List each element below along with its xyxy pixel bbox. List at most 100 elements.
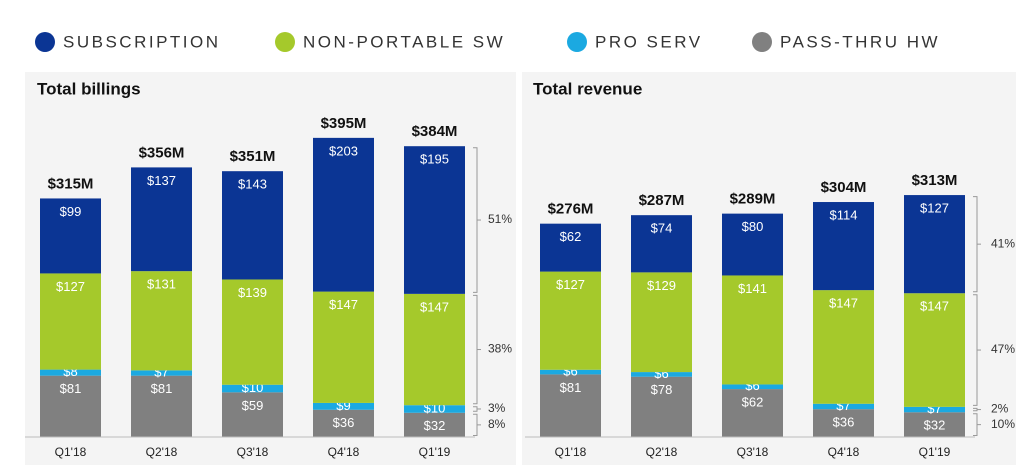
bar-segment: SUBSCRIPTION [540,223,601,272]
bar-segment [222,171,283,280]
bar-segment [313,402,374,410]
bar-segment: PASS-THRU HW [813,409,874,437]
bar-segment: PRO SERV [722,384,783,390]
segment-label: $81 [560,380,582,395]
segment-label: $81 [151,381,173,396]
total-label: $351M [230,148,276,165]
bar-segment [131,167,192,272]
x-tick-label: Q2'18 [646,445,678,459]
segment-label: $143 [238,177,267,192]
bar-segment [313,409,374,437]
bar-segment [40,273,101,370]
legend-label: PASS-THRU HW [780,32,940,51]
legend-label: PRO SERV [595,32,703,51]
x-tick-label: Q3'18 [737,445,769,459]
panel-title: Total revenue [533,79,642,98]
bar-segment: NON-PORTABLE SW [813,290,874,404]
legend-label: NON-PORTABLE SW [303,32,505,51]
x-tick-label: Q1'18 [55,445,87,459]
share-label: 51% [488,212,512,226]
segment-label: $127 [56,279,85,294]
bar-segment: NON-PORTABLE SW [631,272,692,373]
bar-segment: PRO SERV [904,406,965,413]
segment-label: $81 [60,381,82,396]
x-tick-label: Q1'19 [419,445,451,459]
share-label: 41% [991,236,1015,250]
x-tick-label: Q1'19 [919,445,951,459]
share-label: 10% [991,417,1015,431]
bar-segment: PASS-THRU HW [631,376,692,437]
segment-label: $62 [742,395,764,410]
segment-label: $147 [829,296,858,311]
share-label: 47% [991,342,1015,356]
legend-swatch [275,32,295,52]
panel-title: Total billings [37,79,141,98]
legend-swatch [35,32,55,52]
share-label: 2% [991,402,1009,416]
bar-segment: SUBSCRIPTION [904,195,965,294]
total-label: $356M [139,144,185,161]
bar-segment: NON-PORTABLE SW [722,275,783,385]
segment-label: $74 [651,221,673,236]
segment-label: $99 [60,204,82,219]
bar-segment [222,392,283,437]
segment-label: $139 [238,285,267,300]
total-label: $395M [321,115,367,132]
x-tick-label: Q2'18 [146,445,178,459]
segment-label: $78 [651,382,673,397]
segment-label: $59 [242,398,264,413]
segment-label: $129 [647,278,676,293]
segment-label: $147 [329,297,358,312]
legend-label: SUBSCRIPTION [63,32,221,51]
bar-segment [313,137,374,292]
bar-segment [131,271,192,371]
total-label: $304M [821,179,867,196]
share-label: 8% [488,417,506,431]
bar-segment: SUBSCRIPTION [631,215,692,273]
x-tick-label: Q4'18 [828,445,860,459]
segment-label: $36 [833,415,855,430]
segment-label: $137 [147,173,176,188]
bar-segment: PRO SERV [813,403,874,410]
segment-label: $36 [333,415,355,430]
bar-segment [313,291,374,403]
bar-segment: NON-PORTABLE SW [904,293,965,407]
total-label: $315M [48,175,94,192]
bar-segment: PASS-THRU HW [540,374,601,437]
bar-segment: NON-PORTABLE SW [540,271,601,370]
segment-label: $127 [556,277,585,292]
total-label: $289M [730,191,776,208]
bar-segment: PRO SERV [540,369,601,375]
total-label: $287M [639,192,685,209]
bar-segment: PASS-THRU HW [904,412,965,437]
bar-segment [40,369,101,376]
bar-segment [40,198,101,274]
x-tick-label: Q3'18 [237,445,269,459]
segment-label: $203 [329,143,358,158]
legend-swatch [567,32,587,52]
segment-label: $32 [924,418,946,433]
x-tick-label: Q1'18 [555,445,587,459]
bar-segment [222,384,283,393]
segment-label: $195 [420,152,449,167]
segment-label: $147 [420,299,449,314]
bar-segment [222,279,283,385]
share-label: 3% [488,401,506,415]
legend-swatch [752,32,772,52]
segment-label: $131 [147,277,176,292]
x-tick-label: Q4'18 [328,445,360,459]
bar-segment [40,375,101,437]
bar-segment: SUBSCRIPTION [722,213,783,276]
segment-label: $80 [742,219,764,234]
bar-segment [404,412,465,437]
bar-segment: SUBSCRIPTION [813,202,874,291]
segment-label: $114 [830,207,858,222]
bar-segment [404,293,465,406]
segment-label: $62 [560,229,582,244]
segment-label: $147 [920,299,949,314]
bar-segment [131,370,192,376]
segment-label: $32 [424,418,446,433]
bar-segment [131,375,192,437]
total-label: $384M [412,123,458,140]
